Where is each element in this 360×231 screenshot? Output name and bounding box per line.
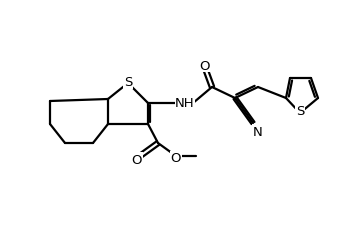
Text: NH: NH <box>175 97 195 110</box>
Text: O: O <box>200 59 210 72</box>
Text: S: S <box>124 76 132 89</box>
Text: O: O <box>171 152 181 165</box>
Text: S: S <box>296 105 304 118</box>
Text: O: O <box>132 153 142 166</box>
Text: N: N <box>253 125 263 138</box>
